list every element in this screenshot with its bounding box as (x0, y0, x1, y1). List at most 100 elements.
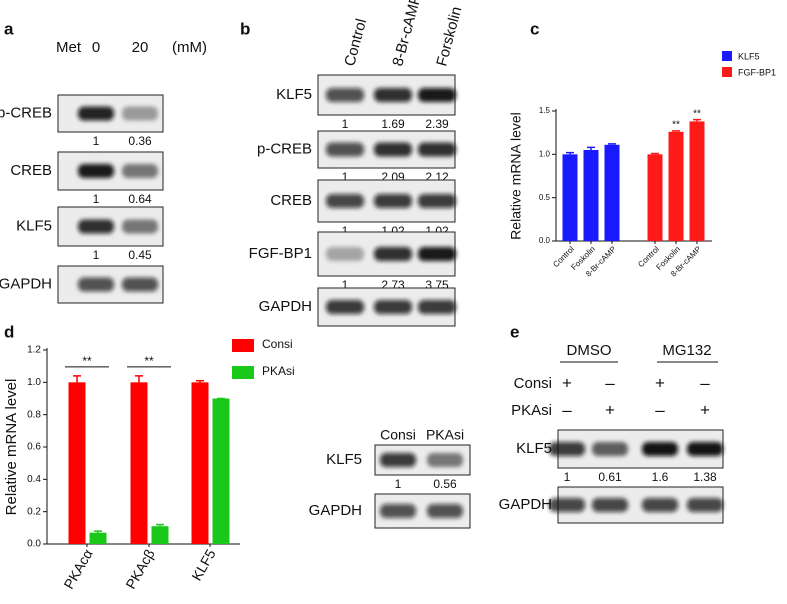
legend-label: FGF-BP1 (738, 67, 776, 77)
panel-letter: b (240, 19, 250, 38)
blot-band (642, 498, 678, 512)
legend-label: Consi (262, 337, 293, 351)
panel-letter: a (4, 19, 14, 38)
significance: ** (144, 354, 154, 368)
header-unit: (mM) (172, 39, 207, 56)
column-label: 20 (132, 39, 149, 56)
x-tick-label: KLF5 (188, 546, 219, 583)
blot-band (374, 194, 412, 208)
condition-sign: + (605, 400, 615, 419)
condition-sign: + (700, 400, 710, 419)
y-tick-label: 0.6 (27, 442, 41, 453)
column-label: Control (341, 17, 370, 68)
blot-band (687, 442, 723, 456)
error-bar (135, 375, 143, 383)
group-label: MG132 (662, 342, 711, 359)
error-bar (672, 130, 680, 132)
blot-band (427, 504, 463, 518)
y-tick-label: 0.0 (27, 539, 41, 550)
row-label: p-CREB (257, 140, 312, 157)
blot-band (592, 498, 628, 512)
row-label: KLF5 (276, 86, 312, 103)
error-bar (587, 146, 595, 150)
quant-value: 1 (342, 117, 349, 131)
y-tick-label: 0.5 (539, 193, 551, 202)
legend-label: PKAsi (262, 364, 295, 378)
quant-value: 1 (395, 477, 402, 491)
condition-label: PKAsi (511, 402, 552, 419)
blot-band (687, 498, 723, 512)
blot-band (374, 88, 412, 102)
blot-band (326, 142, 364, 157)
y-tick-label: 1.0 (539, 149, 551, 158)
quant-value: 1 (564, 470, 571, 484)
condition-sign: – (655, 400, 665, 419)
blot-band (326, 300, 364, 314)
legend-label: KLF5 (738, 51, 760, 61)
y-tick-label: 1.0 (27, 377, 41, 388)
bar (647, 154, 663, 241)
condition-sign: – (700, 373, 710, 392)
bar (130, 382, 148, 544)
column-label: 0 (92, 39, 100, 56)
blot-band (122, 106, 158, 121)
blot-band (326, 194, 364, 208)
blot-band (380, 504, 416, 518)
quant-value: 1.69 (381, 117, 405, 131)
y-tick-label: 0.2 (27, 506, 41, 517)
panel-letter: e (510, 322, 519, 341)
row-label: GAPDH (499, 496, 552, 513)
blot-band (326, 88, 364, 102)
row-label: CREB (270, 192, 312, 209)
quant-value: 1.38 (693, 470, 717, 484)
blot-band (326, 247, 364, 261)
error-bar (156, 523, 164, 527)
blot-band (418, 247, 456, 261)
bar (583, 150, 599, 241)
quant-value: 0.56 (433, 477, 457, 491)
y-tick-label: 0.8 (27, 409, 41, 420)
quant-value: 0.45 (128, 248, 152, 262)
blot-band (418, 194, 456, 208)
quant-value: 1.6 (652, 470, 669, 484)
blot-band (78, 164, 114, 178)
blot-band (374, 300, 412, 314)
y-tick-label: 1.5 (539, 106, 551, 115)
quant-value: 1 (93, 248, 100, 262)
quant-value: 2.39 (425, 117, 449, 131)
x-tick-label: PKAcβ (122, 546, 157, 591)
quant-value: 0.61 (598, 470, 622, 484)
error-bar (566, 151, 574, 155)
row-label: KLF5 (326, 451, 362, 468)
blot-band (122, 164, 158, 178)
row-label: GAPDH (309, 502, 362, 519)
condition-sign: + (562, 373, 572, 392)
error-bar (608, 143, 616, 145)
legend-swatch (722, 51, 732, 61)
error-bar (693, 118, 701, 122)
row-label: p-CREB (0, 104, 52, 121)
bar (212, 398, 230, 544)
blot-band (642, 442, 678, 456)
y-axis-label: Relative mRNA level (508, 112, 524, 240)
row-label: KLF5 (516, 440, 552, 457)
quant-value: 1 (342, 170, 349, 184)
bar (68, 382, 86, 544)
error-bar (94, 530, 102, 533)
column-label: PKAsi (426, 427, 464, 443)
panel-letter: c (530, 19, 539, 38)
row-label: GAPDH (0, 275, 52, 292)
row-label: CREB (10, 162, 52, 179)
condition-label: Consi (514, 375, 552, 392)
blot-band (78, 277, 114, 292)
blot-band (380, 453, 416, 467)
significance: ** (672, 120, 680, 131)
blot-band (549, 442, 585, 456)
bar (668, 131, 684, 241)
quant-value: 1 (93, 134, 100, 148)
error-bar (196, 379, 204, 383)
blot-band (374, 142, 412, 157)
blot-band (374, 247, 412, 261)
column-label: 8-Br-cAMP (389, 0, 424, 68)
